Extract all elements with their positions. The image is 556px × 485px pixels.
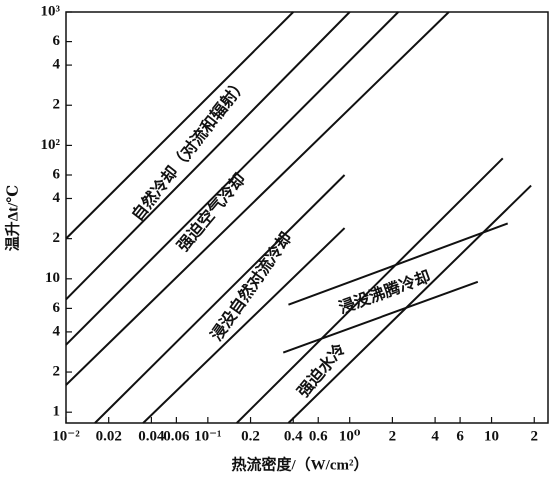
region-boundary-line [65, 11, 351, 301]
region-boundary-line [142, 227, 346, 424]
x-tick-label: 0.4 [284, 428, 303, 444]
region-boundary-line [282, 280, 479, 354]
y-tick-label: 4 [53, 57, 61, 73]
y-tick-label: 2 [53, 97, 61, 113]
y-tick-label: 1 [53, 404, 61, 420]
x-tick-label: 10⁰ [339, 428, 361, 444]
x-tick-label: 4 [431, 428, 439, 444]
region-boundary-line [94, 174, 346, 424]
x-tick-label: 0.06 [163, 428, 190, 444]
region-boundary-line [65, 11, 294, 240]
y-tick-label: 6 [53, 300, 61, 316]
y-tick-label: 4 [53, 190, 61, 206]
y-tick-label: 10 [45, 270, 60, 286]
region-label: 浸没自然对流冷却 [207, 229, 296, 345]
y-axis-label: 温升Δt/℃ [4, 185, 21, 252]
x-tick-label: 0.02 [96, 428, 122, 444]
x-tick-label: 2 [531, 428, 539, 444]
plot-frame [65, 11, 549, 424]
y-tick-label: 10² [41, 137, 61, 153]
y-tick-label: 10³ [41, 3, 61, 19]
x-axis-label: 热流密度/（W/cm²） [232, 455, 369, 473]
x-tick-label: 6 [456, 428, 464, 444]
x-tick-label: 10 [484, 428, 499, 444]
region-boundary-line [236, 157, 504, 424]
y-tick-label: 6 [53, 166, 61, 182]
region-boundary-line [288, 222, 509, 306]
x-tick-label: 0.2 [241, 428, 260, 444]
region-boundary-line [287, 184, 532, 424]
x-tick-label: 0.6 [309, 428, 328, 444]
y-tick-label: 2 [53, 230, 61, 246]
region-boundary-line [65, 11, 399, 346]
x-tick-label: 2 [389, 428, 397, 444]
region-label: 浸没沸腾冷却 [336, 267, 433, 318]
y-tick-label: 6 [53, 33, 61, 49]
x-tick-label: 10⁻² [52, 428, 80, 444]
region-label: 自然冷却（对流和辐射） [128, 74, 251, 224]
y-tick-label: 2 [53, 363, 61, 379]
x-tick-label: 10⁻¹ [194, 428, 221, 444]
region-boundary-line [65, 11, 450, 386]
y-tick-label: 4 [53, 323, 61, 339]
x-tick-label: 0.04 [138, 428, 165, 444]
